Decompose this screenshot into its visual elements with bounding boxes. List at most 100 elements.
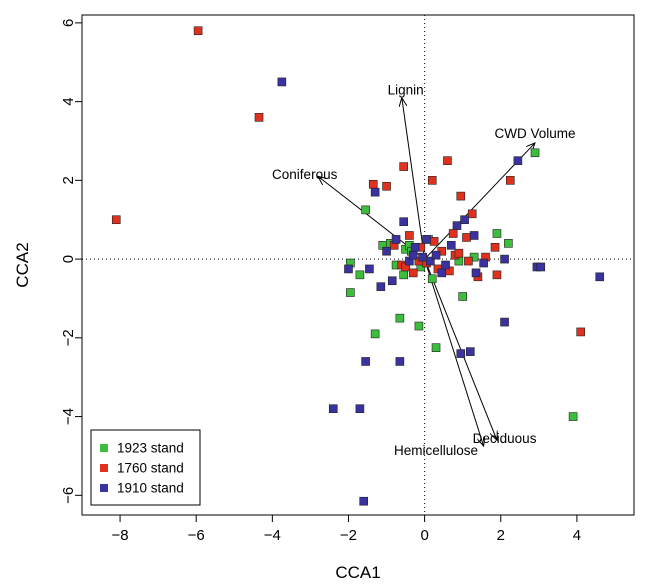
data-point bbox=[431, 250, 441, 260]
data-point bbox=[513, 156, 523, 165]
data-point bbox=[469, 231, 479, 240]
y-axis-title: CCA2 bbox=[13, 242, 32, 287]
vector-label: Hemicellulose bbox=[394, 443, 478, 458]
data-point bbox=[490, 242, 500, 252]
data-point bbox=[431, 343, 441, 352]
data-point bbox=[443, 156, 452, 165]
data-point bbox=[467, 209, 477, 219]
y-tick-label: 6 bbox=[60, 19, 77, 27]
data-point bbox=[427, 274, 437, 284]
data-point bbox=[361, 357, 370, 366]
x-tick-label: 0 bbox=[420, 527, 428, 544]
data-point bbox=[454, 248, 464, 258]
data-point bbox=[408, 268, 418, 278]
legend-swatch bbox=[100, 444, 108, 452]
data-point bbox=[462, 233, 471, 242]
data-point bbox=[429, 237, 439, 246]
data-point bbox=[414, 321, 424, 331]
data-point bbox=[456, 191, 466, 201]
y-tick-label: 0 bbox=[60, 255, 77, 263]
x-axis: −8 −6 −4 −2 0 2 4 bbox=[112, 515, 581, 544]
x-axis-title: CCA1 bbox=[335, 563, 380, 582]
vector-label: Coniferous bbox=[272, 167, 338, 182]
legend-label: 1760 stand bbox=[117, 461, 184, 476]
data-point bbox=[370, 187, 380, 197]
data-point bbox=[505, 176, 515, 185]
y-tick-label: 4 bbox=[60, 97, 77, 105]
data-point bbox=[441, 260, 450, 270]
data-point bbox=[277, 77, 287, 87]
data-point bbox=[427, 176, 437, 185]
x-tick-label: −4 bbox=[264, 527, 281, 544]
data-point bbox=[399, 270, 408, 280]
data-point bbox=[355, 270, 365, 280]
data-point bbox=[368, 179, 378, 189]
data-point bbox=[437, 268, 447, 278]
data-point bbox=[426, 256, 435, 266]
data-point bbox=[595, 272, 605, 282]
data-point bbox=[193, 26, 203, 36]
legend-swatch bbox=[100, 484, 108, 492]
vector-label: Deciduous bbox=[473, 431, 537, 446]
data-point bbox=[422, 235, 431, 244]
data-point bbox=[382, 246, 391, 256]
data-point bbox=[365, 264, 374, 274]
data-point bbox=[536, 262, 546, 272]
data-point bbox=[448, 229, 458, 238]
data-point bbox=[408, 250, 418, 260]
data-point bbox=[382, 181, 391, 191]
data-point bbox=[370, 329, 380, 339]
data-point bbox=[460, 215, 469, 225]
site-points bbox=[111, 26, 605, 506]
y-tick-label: −2 bbox=[60, 329, 77, 346]
data-point bbox=[576, 327, 586, 337]
legend-label: 1923 stand bbox=[117, 441, 184, 456]
data-point bbox=[500, 254, 509, 264]
x-tick-label: −2 bbox=[340, 527, 357, 544]
vector-arrow bbox=[402, 98, 426, 260]
x-tick-label: −8 bbox=[112, 527, 129, 544]
data-point bbox=[464, 256, 473, 266]
legend: 1923 stand 1760 stand 1910 stand bbox=[90, 429, 201, 506]
zero-reference-lines bbox=[82, 15, 634, 515]
data-point bbox=[530, 148, 540, 158]
data-point bbox=[504, 239, 513, 248]
y-tick-label: 2 bbox=[60, 176, 77, 184]
data-point bbox=[346, 288, 355, 297]
data-point bbox=[479, 258, 488, 268]
y-tick-label: −6 bbox=[60, 487, 77, 504]
data-point bbox=[471, 268, 481, 278]
data-point bbox=[359, 496, 369, 506]
vector-arrow bbox=[424, 258, 484, 446]
data-point bbox=[111, 215, 121, 225]
data-point bbox=[452, 221, 462, 230]
data-point bbox=[355, 404, 365, 414]
x-tick-label: 2 bbox=[497, 527, 505, 544]
y-tick-label: −4 bbox=[60, 408, 77, 425]
data-point bbox=[500, 317, 509, 327]
data-point bbox=[395, 357, 405, 366]
environmental-vectors: Lignin CWD Volume Coniferous HemicelluloseD… bbox=[272, 83, 575, 458]
data-point bbox=[376, 282, 386, 291]
data-point bbox=[418, 252, 428, 262]
data-point bbox=[492, 229, 502, 238]
data-point bbox=[399, 217, 408, 226]
vector-label: CWD Volume bbox=[495, 126, 576, 141]
data-point bbox=[458, 292, 467, 301]
data-point bbox=[456, 349, 466, 358]
data-point bbox=[405, 231, 414, 240]
data-point bbox=[492, 270, 502, 280]
data-point bbox=[399, 162, 408, 171]
data-point bbox=[391, 235, 401, 244]
data-point bbox=[361, 205, 370, 215]
data-point bbox=[446, 241, 456, 250]
data-point bbox=[254, 113, 264, 122]
legend-label: 1910 stand bbox=[117, 481, 184, 496]
y-axis: −6 −4 −2 0 2 4 6 bbox=[60, 19, 82, 504]
x-tick-label: −6 bbox=[188, 527, 205, 544]
data-point bbox=[328, 404, 338, 414]
data-point bbox=[387, 276, 397, 286]
legend-box bbox=[90, 429, 201, 506]
data-point bbox=[395, 313, 405, 323]
